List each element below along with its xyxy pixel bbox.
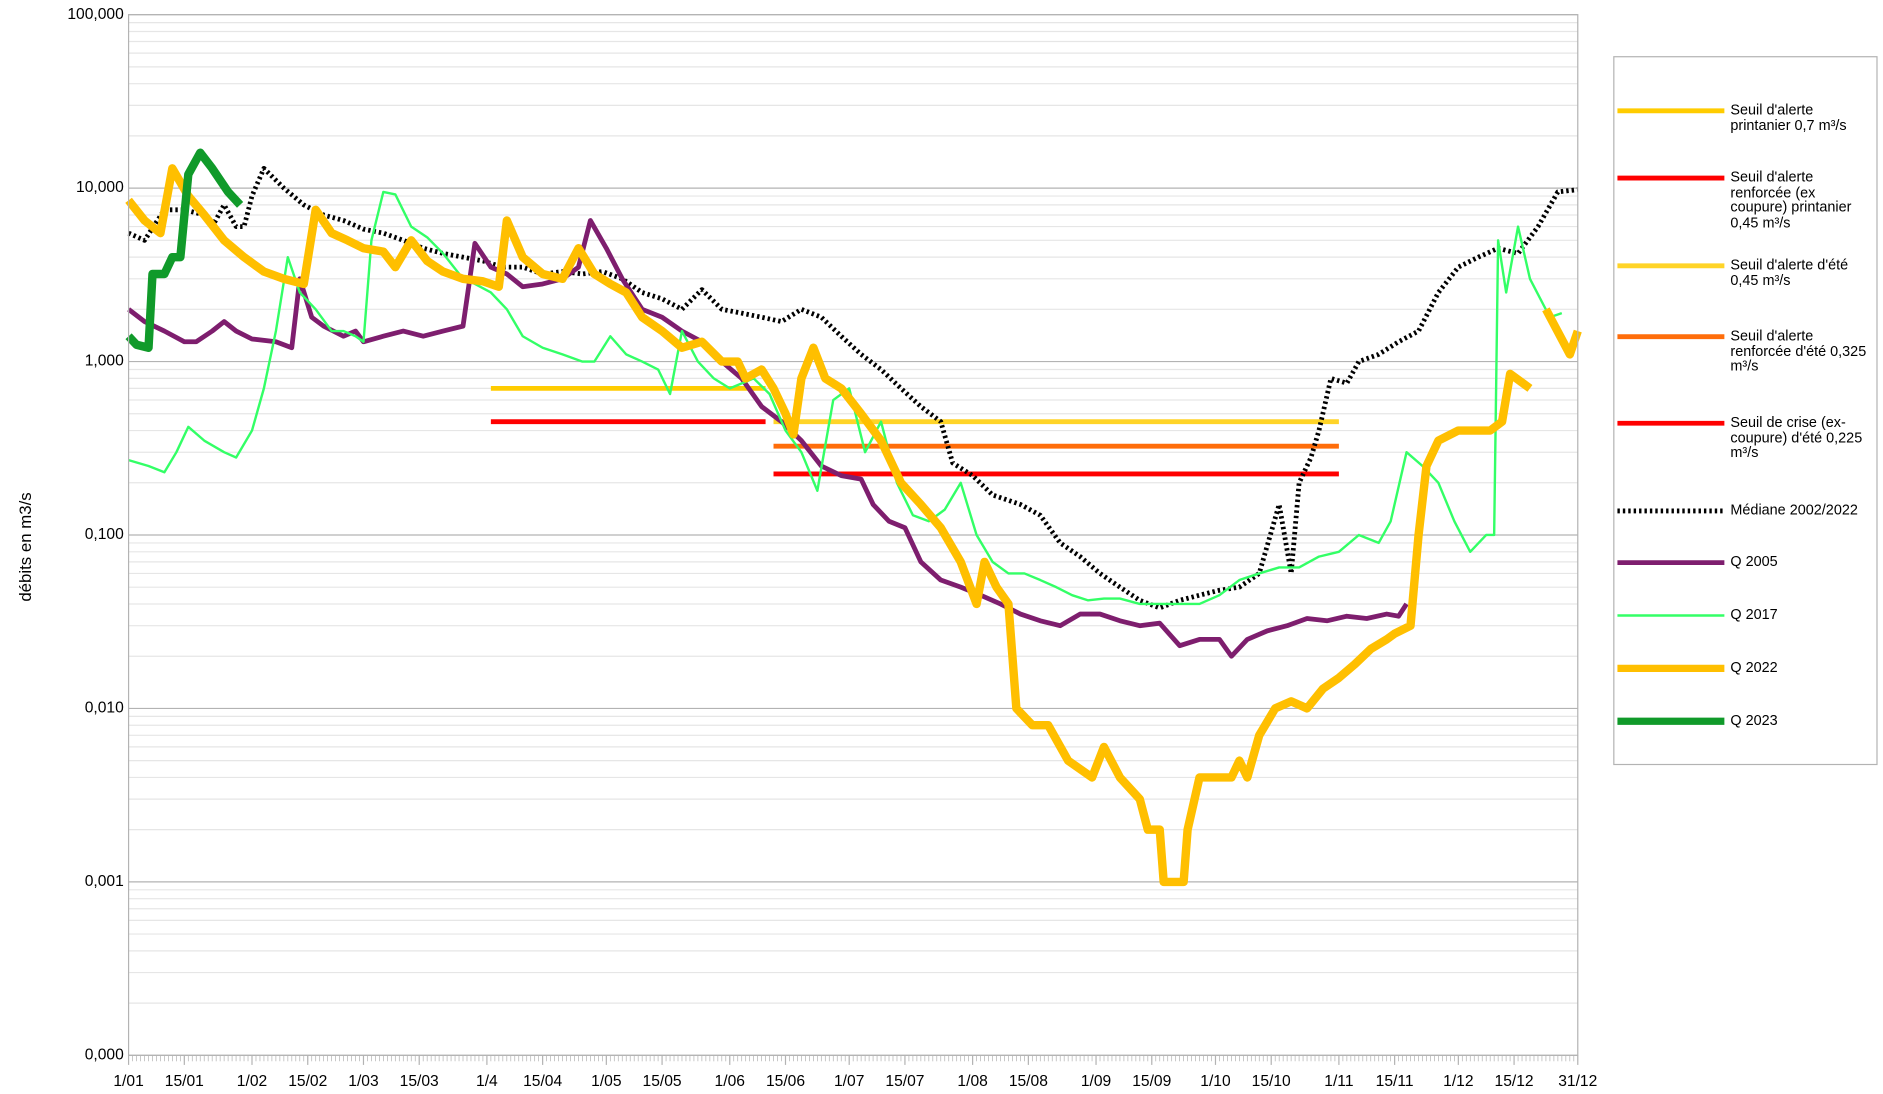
legend-label: Q 2022 <box>1730 659 1778 676</box>
legend-label: Seuil d'alerte renforcée d'été 0,325 m³/… <box>1730 328 1867 375</box>
lines <box>125 148 1582 887</box>
x-tick-label: 15/06 <box>766 1073 805 1090</box>
x-tick-label: 15/09 <box>1132 1073 1171 1090</box>
x-tick-label: 1/4 <box>476 1073 498 1090</box>
legend-label: Q 2005 <box>1730 554 1778 570</box>
legend-entry: Q 2023 <box>1730 712 1778 729</box>
x-tick-label: 15/03 <box>400 1073 439 1090</box>
y-tick-label: 100,000 <box>67 6 124 23</box>
axes: 100,000 10,000 1,000 0,100 0,010 0,001 0,000 1/… <box>67 6 1597 1090</box>
x-tick-label: 15/05 <box>643 1073 682 1090</box>
legend-label: Médiane 2002/2022 <box>1730 502 1858 519</box>
y-tick-label: 0,000 <box>85 1046 124 1063</box>
x-tick-label: 1/11 <box>1324 1073 1353 1090</box>
x-tick-label: 1/05 <box>591 1073 622 1090</box>
x-tick-label: 1/10 <box>1200 1073 1231 1090</box>
series-line <box>125 148 244 352</box>
series-line <box>125 164 1582 887</box>
x-tick-label: 1/01 <box>113 1073 143 1090</box>
x-tick-label: 1/03 <box>348 1073 378 1090</box>
legend-label: Seuil d'alerte d'été 0,45 m³/s <box>1730 257 1849 289</box>
y-tick-label: 1,000 <box>85 353 124 370</box>
x-tick-label: 15/12 <box>1495 1073 1534 1090</box>
series-line <box>127 165 1579 611</box>
legend-label: Q 2023 <box>1730 712 1778 729</box>
x-tick-label: 1/09 <box>1081 1073 1111 1090</box>
legend-entry: Q 2005 <box>1730 554 1778 570</box>
legend-label: Seuil de crise (ex-coupure) d'été 0,225 … <box>1730 414 1863 461</box>
legend: Seuil d'alerte printanier 0,7 m³/s Seuil … <box>1617 102 1867 729</box>
x-tick-label: 15/11 <box>1376 1073 1414 1090</box>
y-tick-label: 0,100 <box>85 526 124 543</box>
legend-entry: Seuil d'alerte printanier 0,7 m³/s <box>1730 102 1847 134</box>
x-tick-label: 15/08 <box>1009 1073 1048 1090</box>
legend-label: Seuil d'alerte renforcée (ex coupure) pr… <box>1730 169 1852 231</box>
x-tick-label: 1/12 <box>1443 1073 1473 1090</box>
y-tick-label: 0,001 <box>85 873 124 890</box>
legend-entry: Médiane 2002/2022 <box>1730 502 1858 519</box>
y-tick-label: 10,000 <box>76 179 124 196</box>
legend-label: Seuil d'alerte printanier 0,7 m³/s <box>1730 102 1847 134</box>
x-tick-label: 31/12 <box>1558 1073 1597 1090</box>
x-tick-label: 1/07 <box>834 1073 864 1090</box>
legend-entry: Seuil de crise (ex-coupure) d'été 0,225 … <box>1730 414 1863 461</box>
legend-entry: Seuil d'alerte renforcée (ex coupure) pr… <box>1730 169 1852 231</box>
series-line <box>128 190 1563 606</box>
legend-entry: Q 2022 <box>1730 659 1778 676</box>
x-tick-label: 1/02 <box>237 1073 267 1090</box>
legend-entry: Seuil d'alerte d'été 0,45 m³/s <box>1730 257 1849 289</box>
y-tick-label: 0,010 <box>85 700 124 717</box>
legend-label: Q 2017 <box>1730 607 1778 623</box>
x-tick-label: 15/02 <box>288 1073 327 1090</box>
x-tick-label: 15/07 <box>885 1073 924 1090</box>
y-axis-label: débits en m3/s <box>16 492 35 601</box>
x-tick-label: 15/04 <box>523 1073 562 1090</box>
legend-entry: Q 2017 <box>1730 607 1778 623</box>
x-tick-label: 15/01 <box>165 1073 204 1090</box>
series-line <box>127 218 1409 659</box>
legend-box <box>1613 56 1878 766</box>
x-tick-label: 15/10 <box>1252 1073 1291 1090</box>
x-tick-label: 1/08 <box>957 1073 987 1090</box>
legend-entry: Seuil d'alerte renforcée d'été 0,325 m³/… <box>1730 328 1867 375</box>
x-tick-label: 1/06 <box>715 1073 745 1090</box>
